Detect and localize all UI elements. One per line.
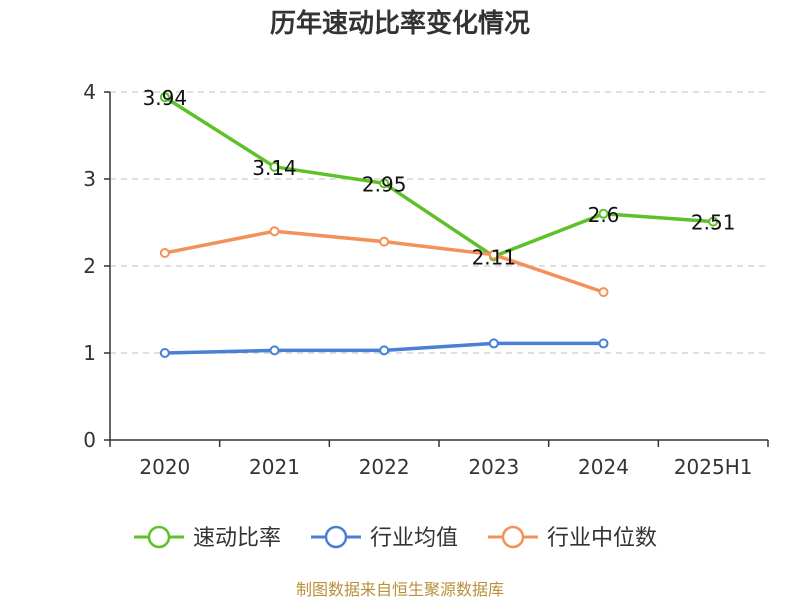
- x-tick-label: 2022: [359, 455, 410, 479]
- x-tick-label: 2020: [139, 455, 190, 479]
- data-point: [269, 161, 280, 172]
- data-point: [598, 208, 609, 219]
- legend: 速动比率 行业均值 行业中位数: [134, 525, 657, 551]
- data-labels: 3.94 3.14 2.95 2.11 2.6 2.51: [143, 86, 736, 269]
- data-label: 2.11: [472, 245, 517, 269]
- y-tick-label: 3: [83, 167, 96, 191]
- series-line-0: [163, 95, 714, 259]
- series: [159, 92, 719, 358]
- data-point: [598, 287, 609, 298]
- data-point: [269, 226, 280, 237]
- data-point: [269, 345, 280, 356]
- legend-marker: [147, 525, 171, 549]
- data-point: [379, 345, 390, 356]
- data-label: 3.14: [252, 156, 297, 180]
- data-label: 3.94: [143, 86, 188, 110]
- chart-title: 历年速动比率变化情况: [270, 8, 530, 39]
- legend-label: 行业中位数: [547, 526, 657, 551]
- grid: [110, 91, 768, 354]
- data-label: 2.6: [588, 203, 620, 227]
- data-point: [159, 247, 170, 258]
- x-tick-label: 2025H1: [674, 455, 753, 479]
- legend-item-2[interactable]: 行业中位数: [488, 525, 657, 551]
- axes: 0 1 2 3 4 2020 2021 2022 2023 2024 2025H1: [83, 80, 769, 479]
- data-point: [598, 338, 609, 349]
- data-point: [159, 348, 170, 358]
- y-tick-label: 1: [83, 341, 96, 365]
- data-label: 2.95: [362, 172, 407, 196]
- legend-label: 速动比率: [193, 526, 281, 551]
- data-point: [379, 178, 390, 189]
- x-tick-label: 2024: [578, 455, 629, 479]
- data-point: [379, 236, 390, 247]
- legend-label: 行业均值: [370, 526, 458, 551]
- y-tick-label: 4: [83, 80, 96, 104]
- data-point: [708, 216, 719, 227]
- source-note: 制图数据来自恒生聚源数据库: [296, 580, 504, 599]
- data-point: [488, 338, 499, 349]
- data-point: [488, 249, 499, 260]
- data-label: 2.51: [691, 211, 736, 235]
- y-tick-label: 2: [83, 254, 96, 278]
- x-tick-label: 2023: [468, 455, 519, 479]
- legend-marker: [324, 525, 348, 549]
- data-point: [159, 92, 170, 103]
- legend-item-1[interactable]: 行业均值: [311, 525, 458, 551]
- y-tick-label: 0: [83, 428, 96, 452]
- x-tick-label: 2021: [249, 455, 300, 479]
- legend-marker: [501, 525, 525, 549]
- legend-item-0[interactable]: 速动比率: [134, 525, 281, 551]
